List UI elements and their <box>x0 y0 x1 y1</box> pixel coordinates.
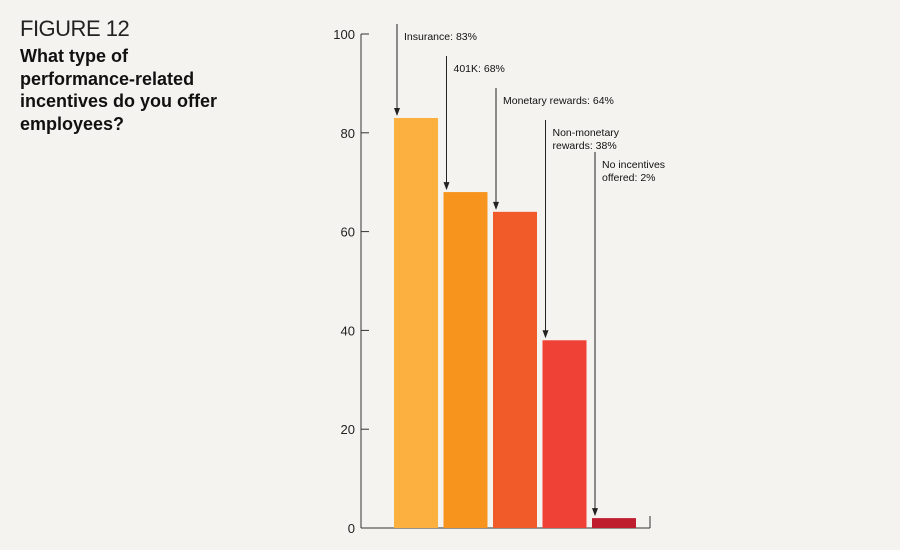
annotation-arrow-head <box>493 201 499 210</box>
y-tick-label: 100 <box>333 27 355 42</box>
y-tick-label: 80 <box>341 126 355 141</box>
chart-title: What type of performance-related incenti… <box>20 46 218 134</box>
annotation-arrow-head <box>542 330 549 339</box>
y-tick-label: 0 <box>348 521 355 536</box>
annotation-label: offered: 2% <box>602 172 656 184</box>
chart-annotations: Insurance: 83% 401K: 68% Monetary rewards:… <box>394 24 665 517</box>
annotation-label: Monetary rewards: 64% <box>503 95 614 107</box>
annotation-label: rewards: 38% <box>553 140 617 152</box>
chart-bars <box>394 117 636 528</box>
annotation-arrow-head <box>443 182 450 191</box>
bar <box>394 117 438 528</box>
y-tick-label: 40 <box>341 323 355 338</box>
y-tick-label: 20 <box>341 422 355 437</box>
annotation-label: No incentives <box>602 159 665 171</box>
bar <box>493 211 537 528</box>
bar <box>443 192 488 528</box>
annotation-arrow-head <box>394 107 400 116</box>
annotation-label: Insurance: 83% <box>404 31 477 43</box>
annotation-label: Non-monetary <box>553 127 620 139</box>
y-tick-label: 60 <box>341 225 355 240</box>
annotation-arrow-head <box>592 508 598 517</box>
bar <box>542 340 587 528</box>
annotation-label: 401K: 68% <box>454 63 505 75</box>
bar <box>592 518 636 528</box>
figure-label: FIGURE 12 <box>20 16 130 41</box>
